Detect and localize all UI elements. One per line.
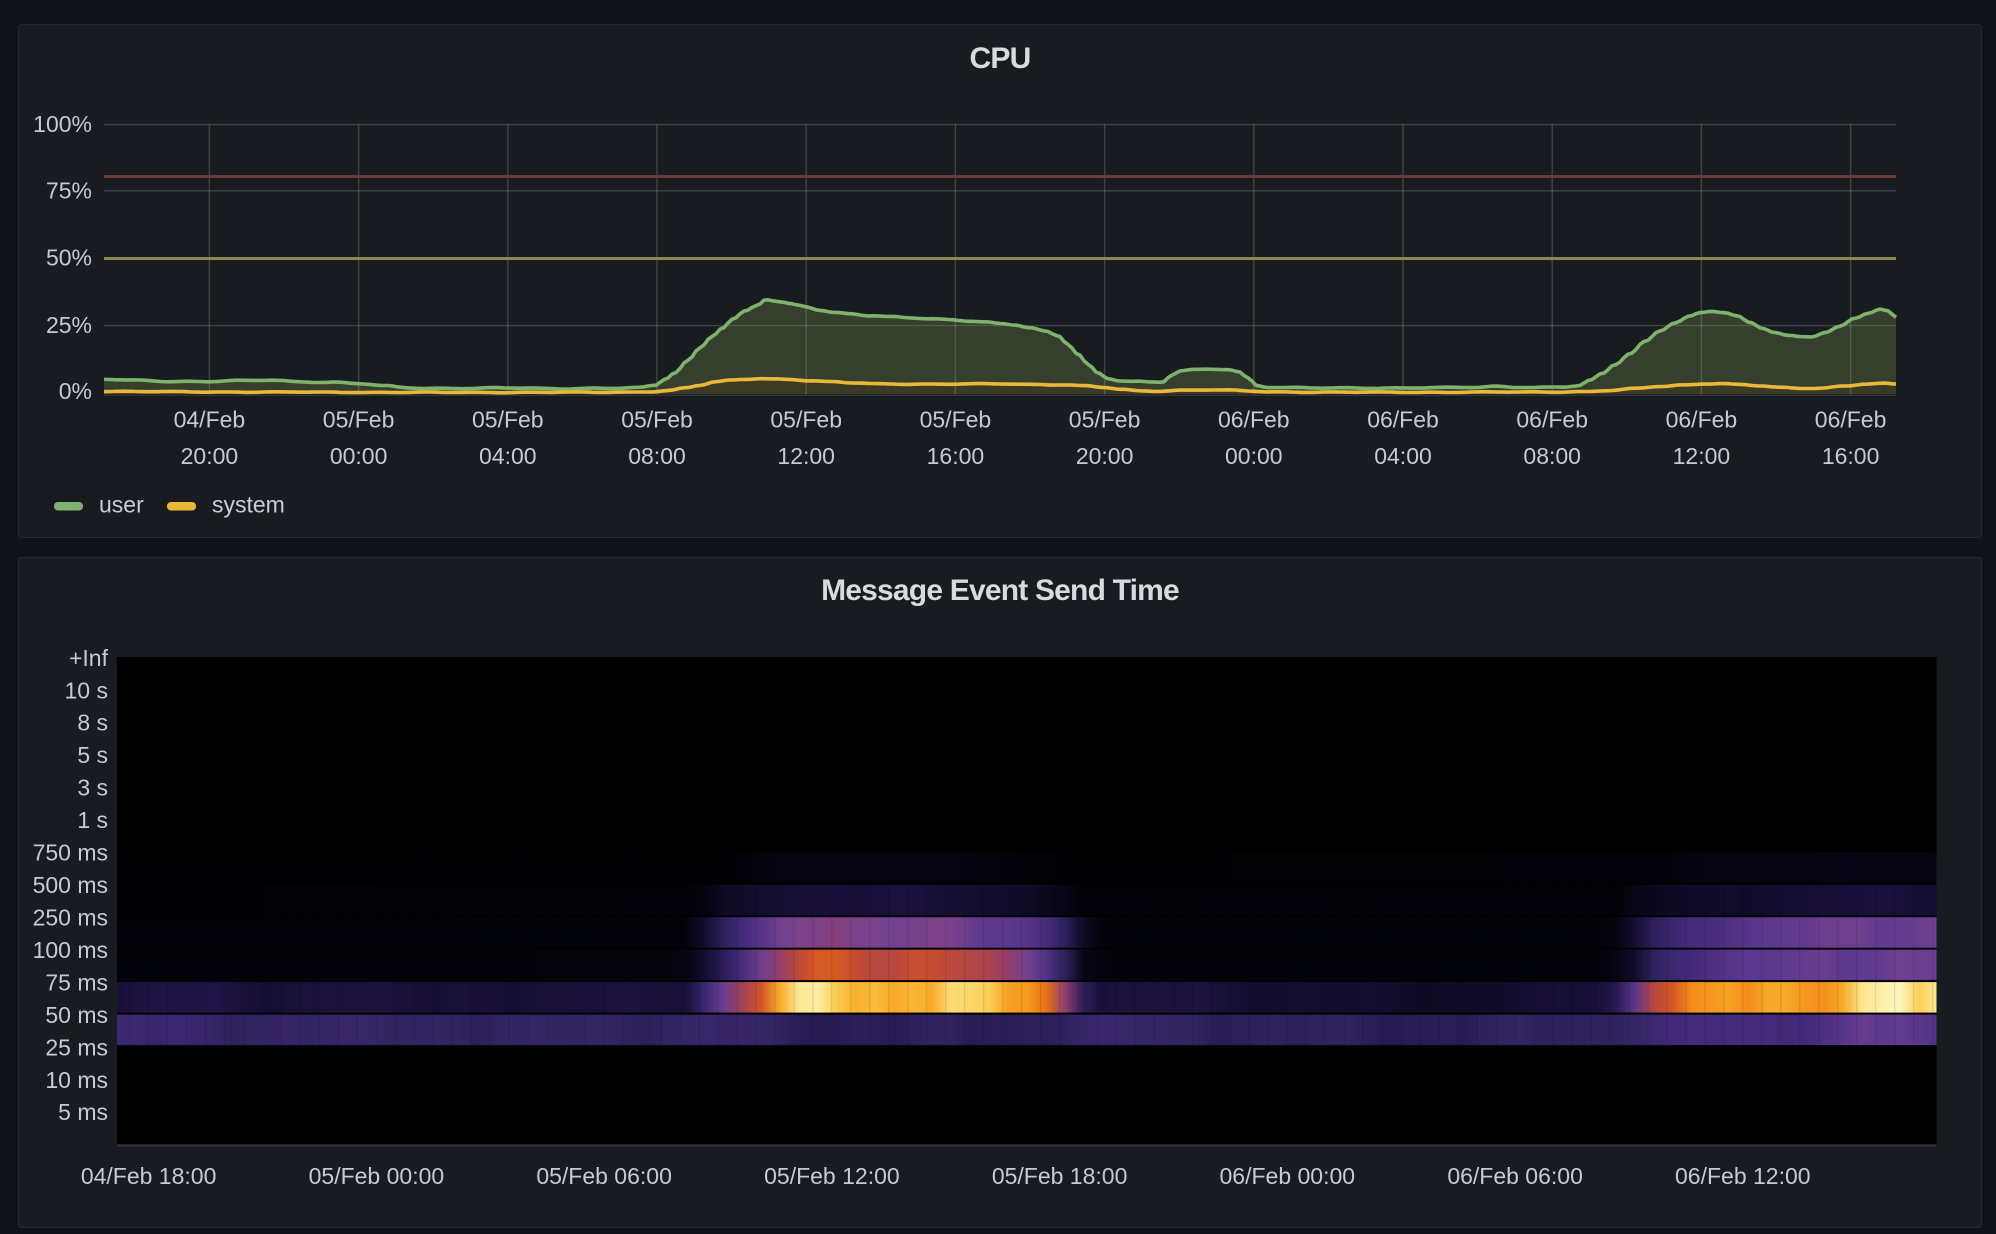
svg-text:16:00: 16:00 <box>1822 443 1880 469</box>
svg-text:04:00: 04:00 <box>1374 443 1432 469</box>
svg-text:06/Feb: 06/Feb <box>1367 407 1439 433</box>
svg-text:25%: 25% <box>46 312 92 338</box>
svg-text:100 ms: 100 ms <box>33 937 108 963</box>
svg-text:250 ms: 250 ms <box>33 905 108 931</box>
svg-text:100%: 100% <box>33 111 92 137</box>
svg-text:75%: 75% <box>46 177 92 203</box>
svg-text:00:00: 00:00 <box>1225 443 1283 469</box>
svg-text:20:00: 20:00 <box>1076 443 1134 469</box>
svg-text:05/Feb: 05/Feb <box>770 407 842 433</box>
svg-text:75 ms: 75 ms <box>45 969 108 995</box>
svg-text:05/Feb: 05/Feb <box>323 407 395 433</box>
svg-text:50%: 50% <box>46 245 92 271</box>
svg-text:08:00: 08:00 <box>1523 443 1581 469</box>
svg-text:750 ms: 750 ms <box>33 840 108 866</box>
svg-text:0%: 0% <box>59 378 92 404</box>
svg-text:25 ms: 25 ms <box>45 1034 108 1060</box>
svg-text:05/Feb 00:00: 05/Feb 00:00 <box>309 1163 445 1189</box>
svg-text:04/Feb: 04/Feb <box>174 407 246 433</box>
svg-text:12:00: 12:00 <box>777 443 835 469</box>
svg-text:05/Feb 12:00: 05/Feb 12:00 <box>764 1163 900 1189</box>
svg-text:16:00: 16:00 <box>927 443 985 469</box>
svg-text:06/Feb: 06/Feb <box>1815 407 1887 433</box>
svg-text:05/Feb: 05/Feb <box>472 407 544 433</box>
svg-text:05/Feb 18:00: 05/Feb 18:00 <box>992 1163 1128 1189</box>
svg-text:06/Feb: 06/Feb <box>1666 407 1738 433</box>
svg-text:system: system <box>212 492 285 518</box>
svg-text:06/Feb 12:00: 06/Feb 12:00 <box>1675 1163 1811 1189</box>
svg-text:12:00: 12:00 <box>1673 443 1731 469</box>
svg-text:500 ms: 500 ms <box>33 872 108 898</box>
svg-text:04:00: 04:00 <box>479 443 537 469</box>
svg-text:06/Feb: 06/Feb <box>1218 407 1290 433</box>
svg-text:06/Feb 00:00: 06/Feb 00:00 <box>1220 1163 1356 1189</box>
svg-text:10 s: 10 s <box>65 677 108 703</box>
svg-text:05/Feb: 05/Feb <box>621 407 693 433</box>
svg-text:08:00: 08:00 <box>628 443 686 469</box>
svg-text:8 s: 8 s <box>77 710 108 736</box>
svg-text:5 s: 5 s <box>77 742 108 768</box>
svg-text:5 ms: 5 ms <box>58 1099 108 1125</box>
svg-text:3 s: 3 s <box>77 775 108 801</box>
svg-text:06/Feb: 06/Feb <box>1516 407 1588 433</box>
svg-text:05/Feb: 05/Feb <box>1069 407 1141 433</box>
svg-text:05/Feb 06:00: 05/Feb 06:00 <box>536 1163 672 1189</box>
svg-text:1 s: 1 s <box>77 807 108 833</box>
svg-text:20:00: 20:00 <box>181 443 239 469</box>
svg-text:06/Feb 06:00: 06/Feb 06:00 <box>1447 1163 1583 1189</box>
svg-text:04/Feb 18:00: 04/Feb 18:00 <box>81 1163 217 1189</box>
svg-text:00:00: 00:00 <box>330 443 388 469</box>
svg-text:50 ms: 50 ms <box>45 1002 108 1028</box>
svg-text:10 ms: 10 ms <box>45 1067 108 1093</box>
svg-text:+Inf: +Inf <box>69 645 109 671</box>
svg-text:05/Feb: 05/Feb <box>920 407 992 433</box>
svg-text:user: user <box>99 492 144 518</box>
